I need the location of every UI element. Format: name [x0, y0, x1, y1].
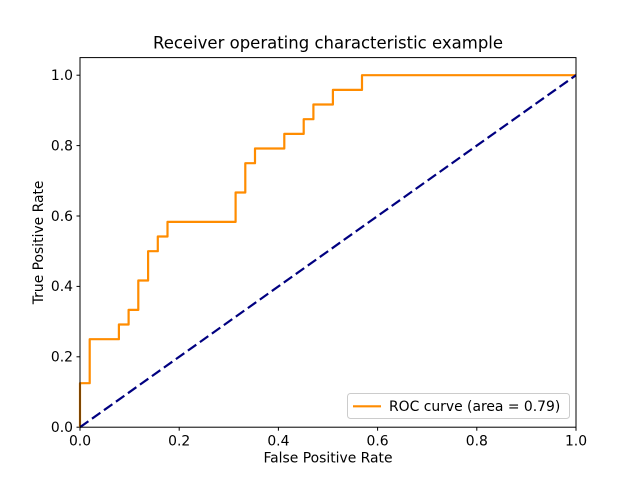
y-tick-label: 0.2 — [51, 350, 73, 366]
chance-diagonal-line — [79, 74, 577, 429]
x-tick-label: 0.0 — [69, 434, 91, 450]
y-axis-ticks: 0.0 0.2 0.4 0.6 0.8 1.0 — [51, 68, 80, 436]
legend-box — [347, 393, 570, 419]
y-axis-label: True Positive Rate — [31, 181, 47, 306]
legend: ROC curve (area = 0.79) — [347, 393, 570, 419]
legend-label: ROC curve (area = 0.79) — [389, 399, 560, 415]
x-tick-label: 1.0 — [565, 434, 587, 450]
x-axis-ticks: 0.0 0.2 0.4 0.6 0.8 1.0 — [69, 427, 587, 450]
y-tick-label: 0.8 — [51, 138, 73, 154]
roc-curve-line — [78, 74, 576, 428]
chart-title: Receiver operating characteristic exampl… — [153, 34, 503, 53]
x-tick-label: 0.6 — [367, 434, 389, 450]
y-tick-label: 0.4 — [51, 279, 73, 295]
plot-area-border — [79, 57, 577, 428]
y-tick-label: 0.6 — [51, 209, 73, 225]
x-tick-label: 0.4 — [267, 434, 289, 450]
y-tick-label: 1.0 — [51, 68, 73, 84]
y-tick-label: 0.0 — [51, 420, 73, 436]
x-axis-label: False Positive Rate — [263, 451, 392, 467]
x-tick-label: 0.8 — [466, 434, 488, 450]
plot-series — [78, 74, 577, 429]
x-tick-label: 0.2 — [168, 434, 190, 450]
